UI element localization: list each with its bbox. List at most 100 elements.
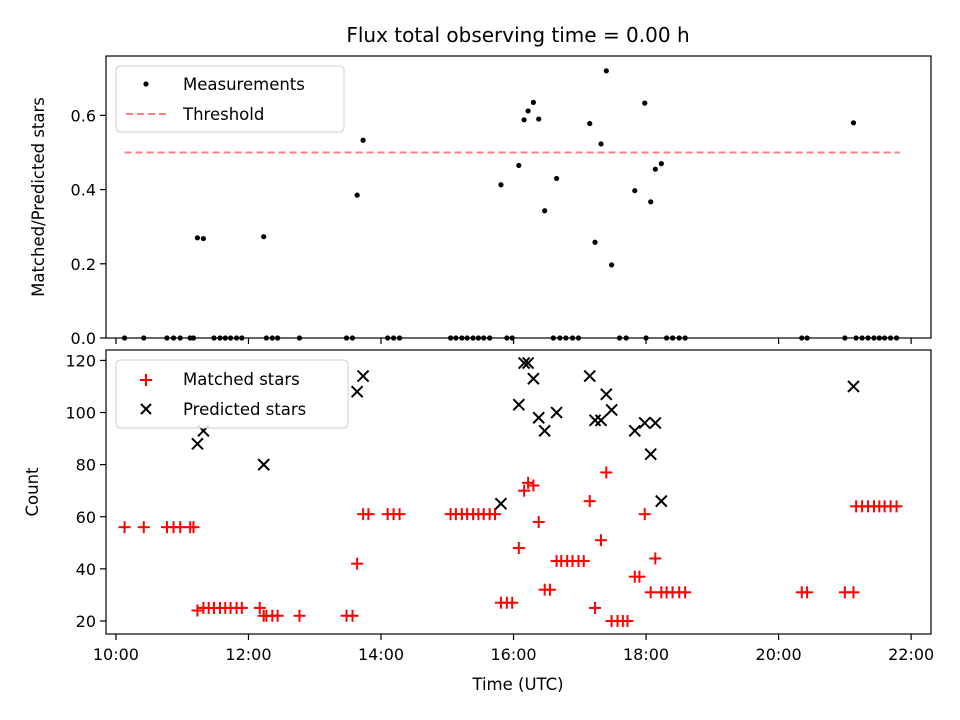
legend-predicted-label: Predicted stars <box>183 400 306 419</box>
predicted-star-point <box>532 411 545 424</box>
predicted-star-point <box>527 372 540 385</box>
top-x-ticks <box>115 338 912 344</box>
matched-stars-series <box>118 466 903 627</box>
legend-threshold-label: Threshold <box>182 105 264 124</box>
predicted-star-point <box>628 424 642 437</box>
bottom-legend: Matched stars Predicted stars <box>115 359 349 429</box>
matched-star-point <box>187 521 200 534</box>
bottom-x-tick-label: 10:00 <box>93 645 139 664</box>
bottom-y-tick-label: 80 <box>76 456 96 475</box>
bottom-x-tick-label: 22:00 <box>888 645 934 664</box>
measurement-point <box>592 239 598 245</box>
predicted-star-point <box>356 369 370 383</box>
matched-star-point <box>253 601 266 614</box>
predicted-star-point <box>494 497 508 510</box>
matched-star-point <box>649 552 662 565</box>
matched-star-point <box>532 515 545 528</box>
measurement-point <box>632 188 638 194</box>
top-plot-frame <box>105 55 932 339</box>
bottom-y-tick-label: 100 <box>65 404 96 423</box>
bottom-legend-box <box>115 359 349 429</box>
predicted-star-point <box>538 424 551 437</box>
x-axis-label: Time (UTC) <box>471 675 563 694</box>
matched-star-point <box>583 495 596 508</box>
predicted-star-point <box>512 398 526 411</box>
matched-star-point <box>600 466 613 479</box>
matched-star-point <box>118 521 131 534</box>
measurement-point <box>194 235 201 241</box>
matched-star-point <box>595 534 607 547</box>
legend-measurements-label: Measurements <box>183 75 305 94</box>
bottom-y-ticks: 20 40 60 80 100 120 <box>65 351 106 631</box>
matched-star-point <box>351 557 364 570</box>
matched-star-point <box>589 601 602 614</box>
matched-star-point <box>633 570 646 583</box>
predicted-star-point <box>521 356 535 370</box>
bottom-x-ticks: 10:00 12:00 14:00 16:00 18:00 20:00 22:00 <box>93 634 934 664</box>
matched-star-point <box>512 542 525 555</box>
bottom-x-tick-label: 20:00 <box>756 645 802 664</box>
predicted-star-point <box>655 494 668 508</box>
measurement-point <box>648 199 654 205</box>
bottom-x-tick-label: 12:00 <box>225 645 271 664</box>
measurement-point <box>603 68 609 74</box>
matched-star-point <box>890 500 903 513</box>
matched-star-point <box>621 614 634 627</box>
matched-star-point <box>518 484 531 497</box>
legend-matched-label: Matched stars <box>183 370 300 389</box>
panel-bottom-counts: 20 40 60 80 100 120 10:00 12:00 14:00 16:00 18:00… <box>23 349 934 694</box>
matched-star-point <box>527 479 540 492</box>
matched-star-point <box>638 508 651 521</box>
measurement-point <box>542 208 548 214</box>
predicted-star-point <box>257 458 270 471</box>
matched-star-point <box>847 586 860 599</box>
top-y-tick-label: 0.6 <box>71 106 96 125</box>
predicted-star-point <box>191 437 204 451</box>
matched-star-point <box>346 609 359 622</box>
matched-star-point <box>506 596 519 609</box>
bottom-plot-frame <box>105 349 932 635</box>
bottom-x-tick-label: 14:00 <box>358 645 404 664</box>
measurement-point <box>609 262 615 268</box>
measurement-point <box>360 137 366 143</box>
measurement-point <box>525 108 531 114</box>
predicted-star-point <box>594 414 608 427</box>
matched-star-point <box>801 586 814 599</box>
matched-star-point <box>393 508 406 521</box>
predicted-star-point <box>644 448 657 461</box>
measurement-point <box>498 182 504 188</box>
top-y-axis-label: Matched/Predicted stars <box>29 97 48 297</box>
measurement-point <box>354 192 360 198</box>
top-y-tick-label: 0.2 <box>71 255 96 274</box>
measurement-point <box>521 117 527 123</box>
measurement-point <box>642 100 648 106</box>
bottom-y-tick-label: 120 <box>65 351 96 370</box>
predicted-star-point <box>583 369 596 383</box>
measurement-point <box>850 120 857 126</box>
measurements-series <box>121 68 900 341</box>
matched-star-point <box>543 583 556 596</box>
predicted-star-point <box>517 356 531 370</box>
bottom-y-tick-label: 20 <box>76 612 96 631</box>
matched-star-point <box>488 508 501 521</box>
bottom-y-tick-label: 40 <box>76 560 96 579</box>
measurement-point <box>554 175 560 182</box>
measurement-point <box>587 120 593 127</box>
legend-measurements-marker <box>143 81 149 87</box>
predicted-star-point <box>600 388 613 401</box>
matched-star-point <box>577 555 590 568</box>
matched-star-point <box>362 508 375 521</box>
bottom-y-tick-label: 60 <box>76 508 96 527</box>
predicted-star-point <box>649 416 662 430</box>
measurement-point <box>530 99 537 105</box>
legend-matched-marker <box>140 374 152 386</box>
matched-star-point <box>235 601 248 614</box>
measurement-point <box>652 166 658 172</box>
measurement-point <box>200 235 207 242</box>
measurement-point <box>536 116 542 122</box>
top-legend: Measurements Threshold <box>115 65 345 133</box>
legend-predicted-marker <box>140 403 152 415</box>
predicted-star-point <box>350 385 364 398</box>
matched-star-point <box>271 609 284 622</box>
bottom-x-tick-label: 16:00 <box>490 645 536 664</box>
